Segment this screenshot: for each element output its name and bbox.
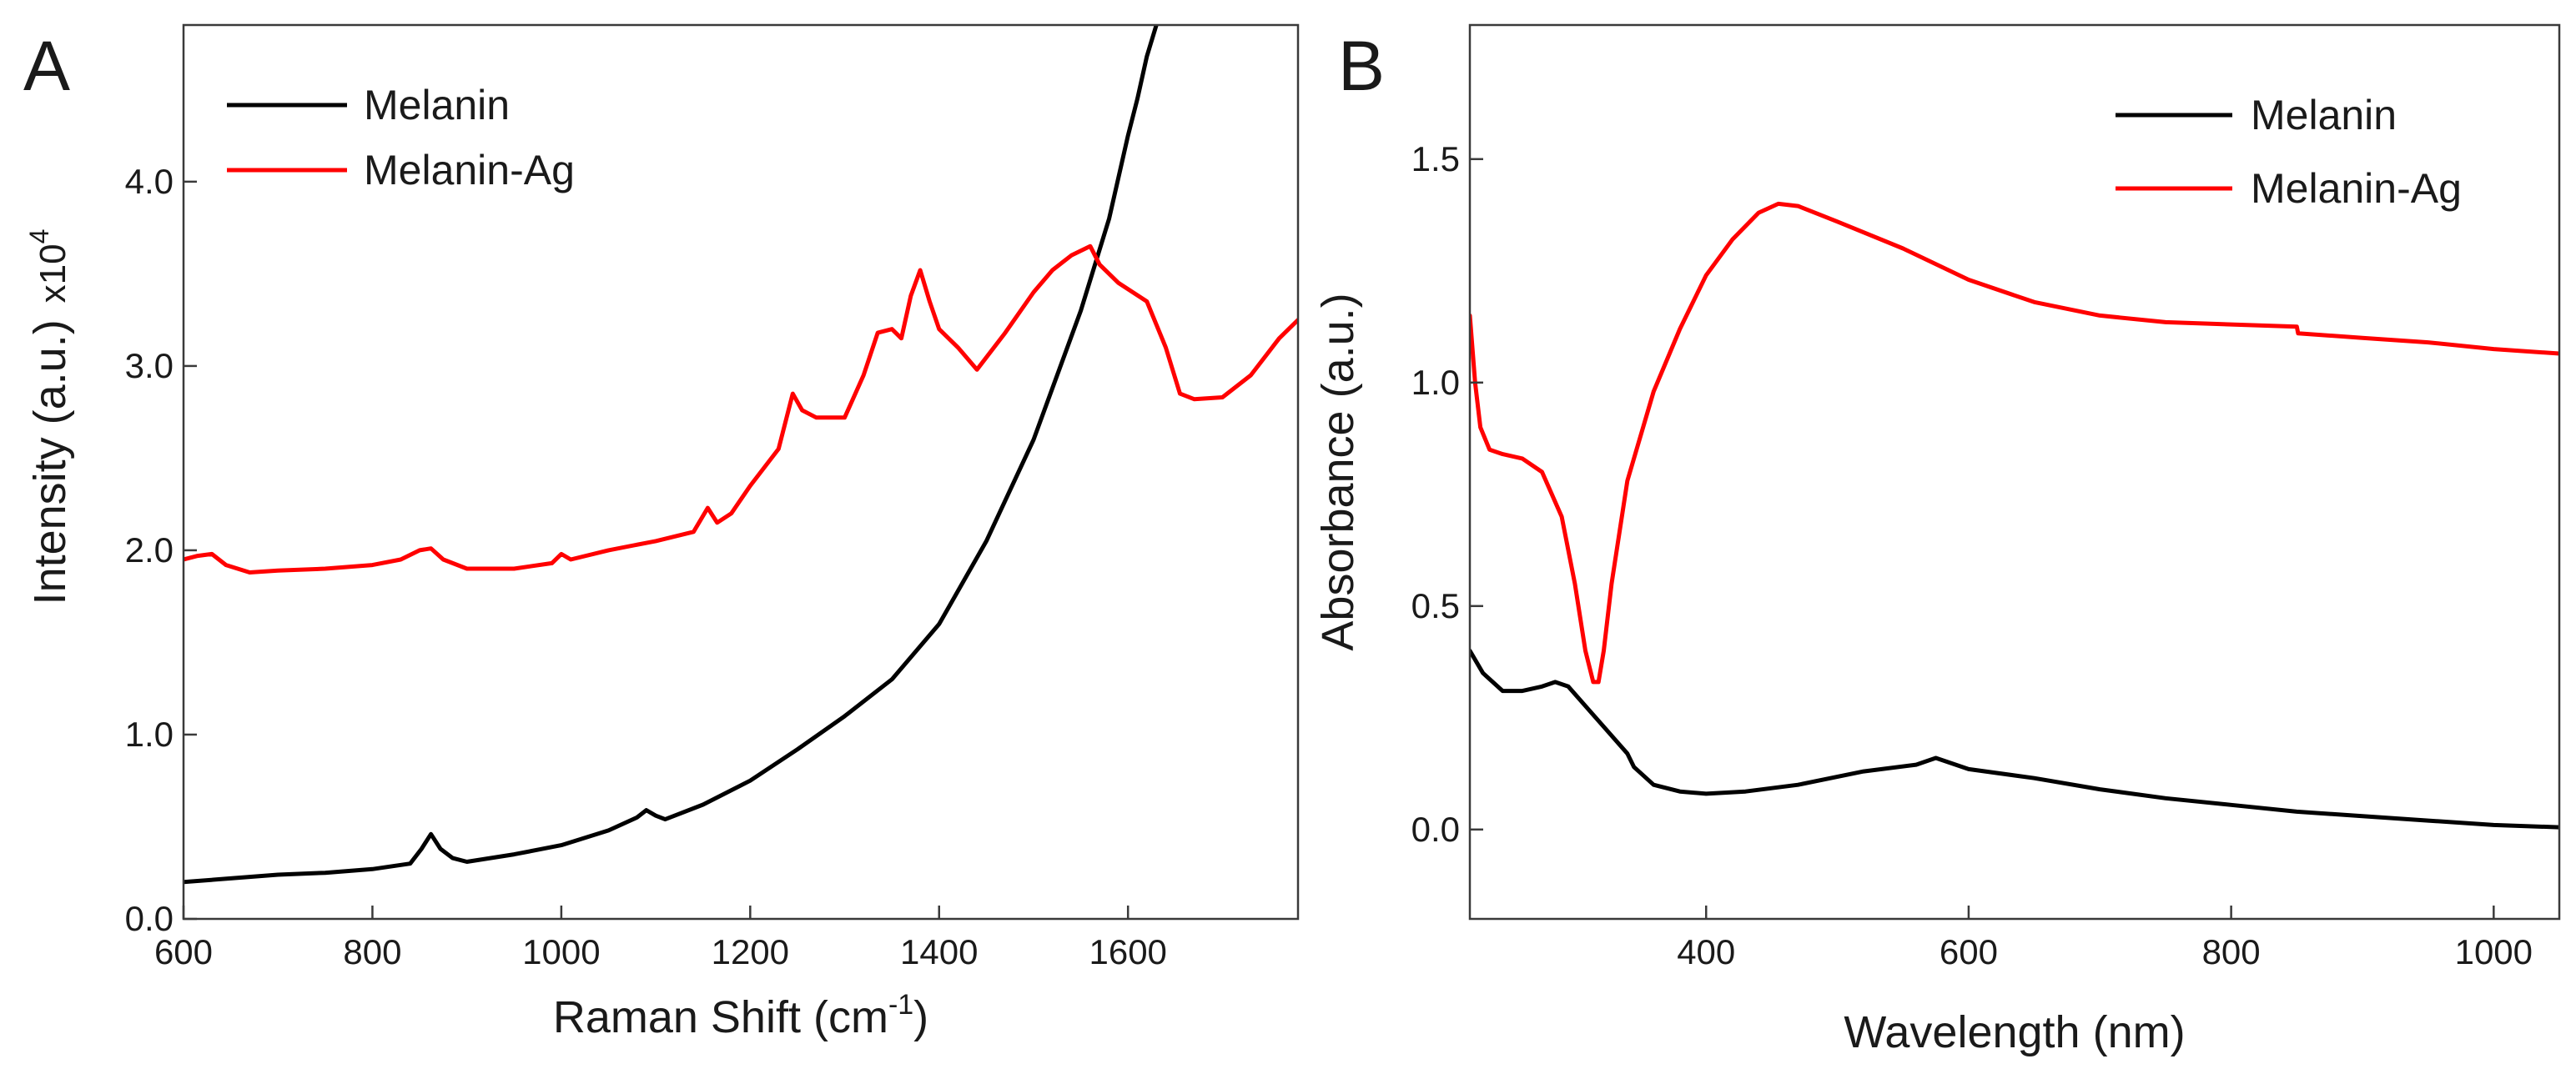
panel-a-legend-label-melanin: Melanin [364,82,510,128]
panel-b-letter: B [1338,27,1385,105]
panel-b-y-ticks: 0.0 0.5 1.0 1.5 [1411,139,1483,849]
panel-b-series-group [1470,201,2559,830]
panel-b-x-tick-label: 600 [1940,932,1998,971]
panel-b-x-tick-label: 400 [1677,932,1735,971]
panel-b: B 400 600 800 1000 0.0 0.5 1.0 1.5 Wavelength … [1313,23,2561,1057]
panel-a-legend-label-melanin-ag: Melanin-Ag [364,147,575,193]
panel-a-plot-area [184,25,1298,885]
panel-b-legend: Melanin Melanin-Ag [2116,92,2462,212]
panel-a: A 600 800 1000 1200 1400 1600 0.0 1.0 2.0 3.0 4.0… [23,23,1300,1042]
panel-a-x-axis-label: Raman Shift (cm-1) [553,989,928,1042]
panel-b-series-melanin-ag [1470,201,2559,685]
panel-b-frame [1468,23,2561,921]
panel-a-series-melanin-ag [184,243,1298,575]
panel-b-legend-label-melanin-ag: Melanin-Ag [2251,165,2462,212]
panel-a-y-tick-label: 4.0 [125,162,174,201]
panel-a-frame [182,23,1300,921]
panel-a-x-tick-label: 800 [343,932,401,971]
panel-b-legend-label-melanin: Melanin [2251,92,2397,138]
panel-a-x-tick-label: 1200 [712,932,789,971]
panel-a-y-tick-label: 1.0 [125,715,174,754]
panel-a-series-melanin [184,25,1159,885]
panel-a-x-ticks: 600 800 1000 1200 1400 1600 [154,906,1167,971]
panel-a-y-ticks: 0.0 1.0 2.0 3.0 4.0 [125,162,197,938]
panel-a-letter: A [23,27,70,105]
panel-a-y-tick-label: 0.0 [125,899,174,938]
panel-b-y-tick-label: 0.5 [1411,586,1460,625]
panel-a-x-tick-label: 1600 [1089,932,1166,971]
panel-b-y-axis-label: Absorbance (a.u.) [1313,293,1363,650]
panel-b-x-tick-label: 1000 [2455,932,2533,971]
panel-b-x-ticks: 400 600 800 1000 [1677,906,2533,971]
panel-a-x-tick-label: 600 [154,932,213,971]
panel-b-y-tick-label: 0.0 [1411,810,1460,849]
panel-a-y-tick-label: 2.0 [125,530,174,570]
panel-a-y-axis-label: Intensity (a.u.)x104 [24,229,75,605]
panel-a-x-tick-label: 1000 [522,932,600,971]
panel-a-series-group [184,25,1298,885]
panel-a-legend: Melanin Melanin-Ag [227,82,575,193]
panel-b-y-tick-label: 1.5 [1411,139,1460,178]
panel-b-series-melanin [1470,648,2559,830]
panel-b-x-tick-label: 800 [2202,932,2261,971]
panel-a-y-tick-label: 3.0 [125,346,174,385]
panel-b-y-tick-label: 1.0 [1411,363,1460,402]
panel-b-plot-area [1470,201,2559,830]
panel-a-x-tick-label: 1400 [900,932,978,971]
panel-b-x-axis-label: Wavelength (nm) [1844,1007,2185,1057]
